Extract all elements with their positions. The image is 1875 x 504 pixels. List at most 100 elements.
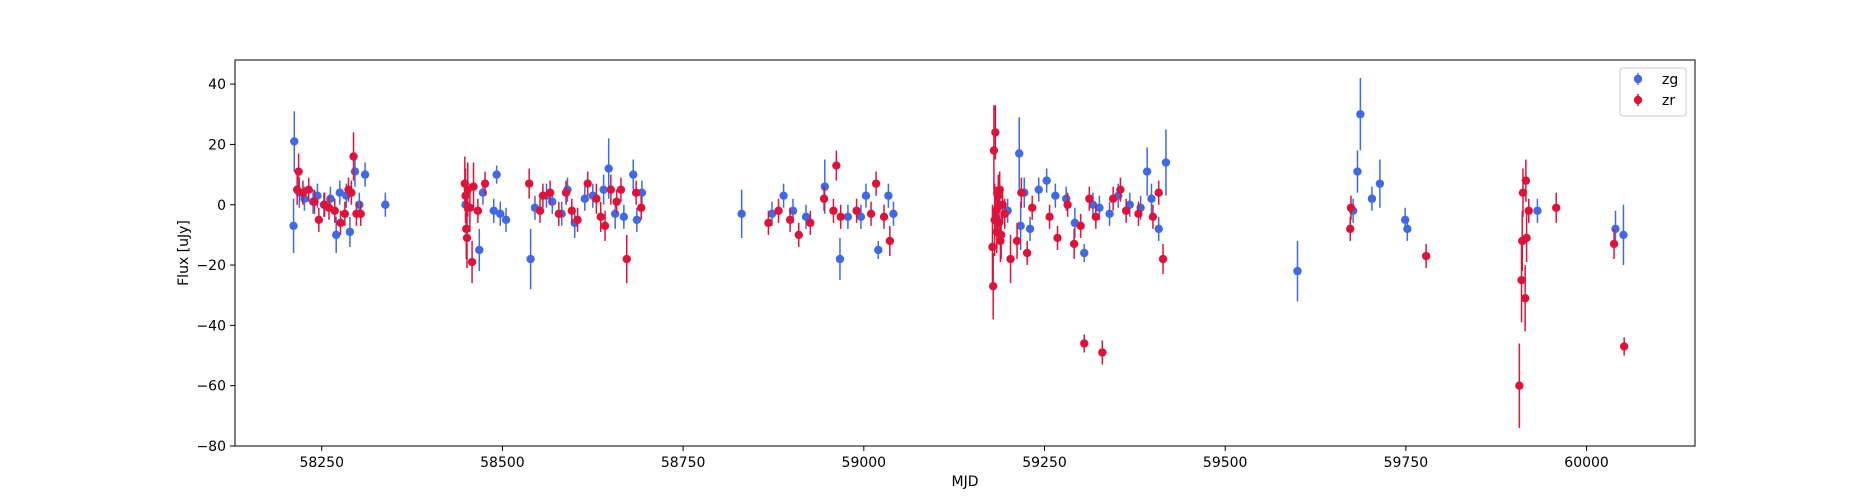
data-point-zr [467,257,477,267]
data-point-zr [596,212,605,222]
data-point-zr [561,188,571,197]
data-point-zr [1121,206,1131,215]
data-point-zg [1025,224,1035,234]
data-point-zg [884,191,893,200]
data-point-zr [1053,233,1062,243]
x-tick-label: 58750 [661,455,706,471]
data-point-zr [988,242,997,252]
data-point-zr [314,215,324,225]
legend-label-zg: zg [1662,72,1678,88]
data-point-zg [501,215,511,225]
data-point-zr [616,185,626,194]
data-point-zg [874,245,883,255]
data-point-zg [861,191,871,200]
data-point-zg [632,215,642,225]
data-point-zr [1069,239,1079,249]
data-point-zr [304,185,313,194]
data-point-zr [538,191,548,200]
data-point-zr [1521,176,1531,185]
axes-frame [234,59,1696,447]
data-point-zr [806,218,815,228]
data-point-zg [289,221,298,231]
data-point-zr [349,152,358,161]
y-tick-label: −40 [196,318,226,334]
legend-label-zr: zr [1662,93,1675,109]
legend-marker-zr [1633,95,1643,105]
data-point-zr [1063,200,1072,209]
data-point-zg [1400,215,1410,225]
data-point-zr [612,197,621,206]
data-point-zg [779,191,788,200]
data-point-zr [1091,212,1101,222]
data-point-zg [801,212,811,222]
data-point-zr [1116,185,1125,194]
data-point-zr [1098,348,1107,357]
data-point-zr [356,209,365,218]
data-point-zg [843,212,853,222]
data-point-zr [583,179,592,188]
data-point-zr [1076,221,1085,231]
data-point-zr [1134,209,1143,218]
data-point-zg [1034,185,1043,194]
data-point-zr [1517,275,1526,285]
data-point-zr [535,206,545,215]
data-point-zr [465,203,475,212]
data-point-zr [600,221,610,231]
data-point-zr [1158,254,1168,264]
data-point-zg [360,170,370,179]
y-axis-label: Flux [uJy] [176,220,192,286]
data-point-zg [737,209,746,218]
data-point-zg [856,212,866,222]
data-point-zr [819,194,829,203]
data-point-zr [462,233,472,243]
data-point-zr [836,212,845,222]
data-point-zr [573,215,582,225]
x-tick-label: 59250 [1022,455,1067,471]
legend: zg zr [1619,67,1687,117]
data-point-zr [988,281,998,291]
x-tick-label: 59000 [842,455,887,471]
y-axis-ticks: −80 −60 −40 −20 0 20 40 [196,77,235,455]
data-point-zr [794,230,803,240]
x-axis-ticks: 58250 58500 58750 59000 59250 59500 59750 60000 [299,446,1609,471]
data-point-zr [991,128,1000,137]
data-point-zg [1016,221,1025,231]
data-point-zr [1022,248,1032,258]
data-point-zr [636,203,646,212]
data-point-zr [347,188,356,197]
data-point-zg [788,206,798,215]
data-point-zg [610,209,620,218]
data-point-zr [554,209,564,218]
data-point-zr [832,161,841,170]
data-point-zg [637,188,647,197]
data-point-zr [631,188,641,197]
data-point-zr [1154,188,1163,197]
data-point-zr [1028,203,1037,212]
data-point-zg [1042,176,1051,185]
legend-marker-zg [1633,74,1643,84]
data-point-zr [1522,233,1531,243]
data-point-zr [785,215,795,225]
data-point-zr [1000,209,1009,218]
data-point-zg [1125,200,1134,209]
data-point-zg [1105,209,1114,218]
data-point-zg [1154,224,1163,234]
data-point-zg [1353,167,1362,176]
y-tick-label: −60 [196,379,226,395]
data-point-zg [1611,224,1620,234]
data-point-zr [330,206,339,215]
data-point-zr [885,236,895,246]
data-point-zg [835,254,845,264]
data-point-zr [995,185,1004,194]
data-point-zr [871,179,881,188]
data-point-zr [545,188,555,197]
data-point-zg [619,212,629,222]
data-point-zr [1045,212,1054,222]
x-tick-label: 59500 [1203,455,1248,471]
data-point-zg [1533,206,1542,215]
data-point-zg [1403,224,1412,234]
data-point-zr [1346,224,1355,234]
data-point-zg [1147,194,1156,203]
y-tick-label: 20 [208,137,226,153]
data-point-zr [989,146,999,155]
